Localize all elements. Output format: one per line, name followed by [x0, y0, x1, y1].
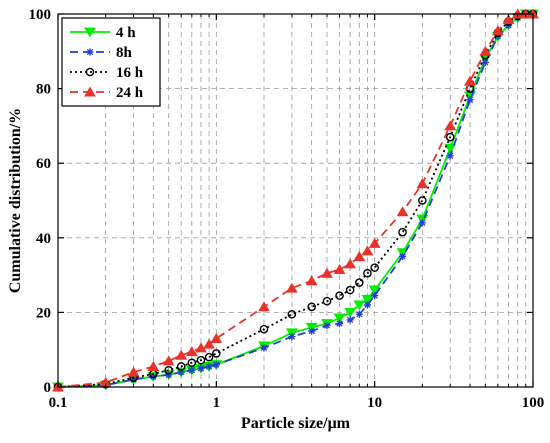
data-point-24h [444, 120, 457, 131]
data-point-8h [446, 152, 454, 160]
data-point-24h [305, 275, 318, 286]
data-point-24h [210, 333, 223, 344]
series-layer [52, 8, 539, 393]
data-point-16h [164, 365, 173, 375]
data-point-8h [177, 368, 185, 376]
data-point-8h [308, 327, 316, 335]
data-point-16h [370, 263, 379, 272]
data-point-8h [165, 371, 173, 379]
data-point-24h [195, 342, 207, 353]
data-point-8h [346, 316, 354, 324]
data-point-24h [353, 250, 366, 261]
legend: 4 h 8h 16 h 24 h [61, 17, 161, 107]
legend-marker-4h [84, 27, 96, 38]
data-point-24h [502, 14, 515, 25]
data-point-16h [259, 324, 269, 334]
series-line-16h [57, 13, 533, 388]
data-point-8h [323, 321, 331, 330]
data-point-8h [260, 344, 268, 352]
x-tick-label: 0.1 [49, 395, 68, 411]
data-point-8h [205, 362, 213, 371]
data-point-24h [416, 178, 429, 189]
data-point-16h [287, 309, 297, 319]
data-point-16h [363, 268, 372, 278]
data-point-8h [288, 333, 296, 341]
legend-marker-16h [85, 67, 95, 77]
data-point-16h [398, 227, 407, 237]
data-point-8h [335, 319, 344, 328]
data-point-8h [363, 301, 372, 309]
data-point-8h [212, 361, 220, 369]
data-point-24h [286, 282, 298, 293]
data-point-8h [418, 219, 426, 227]
data-point-24h [258, 301, 270, 312]
legend-marker-8h [86, 48, 94, 56]
data-point-16h [335, 291, 344, 300]
data-point-8h [188, 366, 196, 374]
data-point-24h [175, 349, 188, 360]
data-point-16h [355, 278, 364, 287]
x-tick-label: 100 [522, 395, 545, 411]
y-tick-label: 20 [36, 305, 51, 321]
data-point-8h [129, 375, 138, 384]
data-point-16h [176, 362, 186, 371]
data-point-24h [361, 245, 374, 256]
data-point-16h [212, 349, 221, 358]
data-point-16h [445, 132, 455, 142]
data-point-16h [187, 358, 197, 368]
y-axis-title: Cumulative distribution/% [7, 108, 24, 293]
data-point-4h [344, 307, 357, 318]
data-point-4h [368, 285, 381, 296]
legend-label-4h: 4 h [116, 25, 136, 41]
data-point-24h [147, 360, 160, 371]
data-point-8h [197, 364, 205, 372]
x-tick-label: 10 [367, 395, 382, 411]
y-tick-label: 0 [44, 380, 52, 396]
legend-marker-24h [84, 86, 96, 97]
x-tick-label: 1 [213, 395, 221, 411]
y-tick-label: 80 [36, 82, 51, 98]
legend-label-24h: 24 h [116, 85, 144, 101]
data-point-16h [196, 355, 206, 365]
y-tick-label: 40 [36, 231, 51, 247]
data-point-24h [127, 366, 140, 377]
data-point-4h [353, 300, 366, 311]
data-point-8h [398, 252, 407, 261]
data-point-16h [204, 352, 214, 362]
data-point-16h [307, 302, 316, 312]
data-point-8h [371, 292, 379, 300]
data-point-24h [333, 264, 346, 275]
data-point-24h [162, 355, 175, 366]
data-point-8h [355, 310, 363, 318]
data-point-24h [203, 338, 215, 349]
legend-label-8h: 8h [116, 45, 133, 61]
data-point-24h [479, 45, 492, 56]
data-point-24h [344, 258, 357, 269]
x-axis-title: Particle size/μm [241, 415, 351, 432]
data-point-8h [481, 58, 489, 67]
series-24h [52, 8, 539, 392]
data-point-4h [333, 313, 346, 324]
legend-label-16h: 16 h [116, 65, 144, 81]
data-point-4h [444, 143, 457, 154]
data-point-24h [185, 346, 198, 357]
data-point-16h [345, 285, 355, 295]
data-point-24h [321, 267, 333, 278]
y-tick-label: 100 [29, 7, 52, 23]
data-point-24h [491, 25, 504, 36]
data-point-24h [396, 206, 409, 217]
y-tick-label: 60 [36, 156, 51, 172]
data-point-24h [464, 75, 476, 86]
data-point-8h [466, 96, 474, 104]
tick-layer: 0.1 1 10 100 0 20 40 60 80 100 [29, 7, 545, 411]
data-point-16h [322, 296, 332, 306]
data-point-4h [361, 294, 374, 305]
data-point-8h [149, 372, 157, 381]
data-point-24h [368, 237, 381, 248]
data-point-16h [418, 196, 427, 205]
plot-frame [57, 13, 534, 388]
